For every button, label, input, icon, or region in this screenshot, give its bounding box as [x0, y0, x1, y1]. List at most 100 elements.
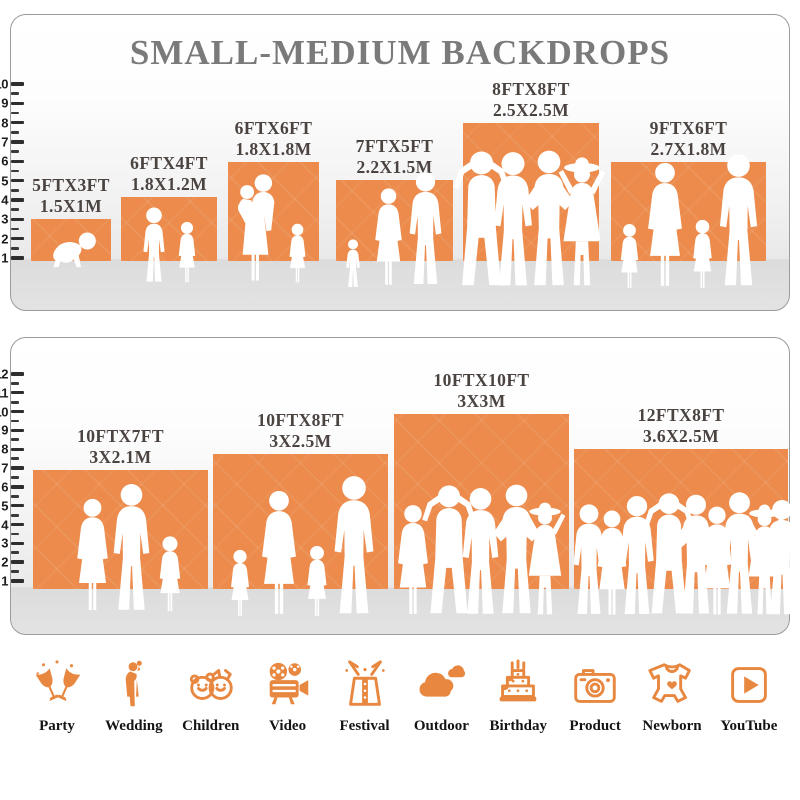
- category-label: YouTube: [720, 718, 778, 734]
- category-newborn: Newborn: [639, 658, 705, 735]
- ruler-tick-number: 10: [0, 76, 9, 92]
- ruler-tick-number: 3: [1, 535, 8, 551]
- outdoor-icon: [419, 665, 466, 697]
- page-title: SMALL-MEDIUM BACKDROPS: [129, 33, 671, 72]
- backdrop-5x3: 5FTX3FT 1.5X1M: [31, 175, 111, 268]
- ruler-tick-minor: [11, 208, 19, 212]
- silhouette-baby: [53, 232, 96, 268]
- backdrop-size-label: 10FTX10FT 3X3M: [433, 370, 530, 411]
- ruler-tick-number: 1: [1, 573, 8, 589]
- newborn-icon: [648, 663, 691, 703]
- ruler-tick-number: 8: [1, 441, 8, 457]
- silhouette-family-four: [620, 154, 758, 288]
- youtube-icon: [731, 667, 767, 703]
- silhouette-adult-group: [453, 150, 606, 286]
- backdrop-size-label: 7FTX5FT 2.2X1.5M: [355, 136, 434, 177]
- category-label: Wedding: [105, 718, 163, 734]
- ruler-tick-number: 6: [1, 479, 8, 495]
- ruler-tick-number: 6: [1, 153, 8, 169]
- category-label: Product: [569, 718, 621, 734]
- backdrop-9x6: 9FTX6FT 2.7X1.8M: [611, 118, 766, 288]
- ruler-tick-number: 10: [0, 404, 9, 420]
- backdrop-6x4: 6FTX4FT 1.8X1.2M: [121, 153, 217, 283]
- backdrop-10x8: 10FTX8FT 3X2.5M: [213, 410, 388, 616]
- wedding-icon: [125, 660, 142, 707]
- backdrop-size-label: 8FTX8FT 2.5X2.5M: [492, 79, 570, 120]
- ruler-tick-major: 9: [1, 423, 24, 438]
- category-children: Children: [178, 658, 244, 735]
- category-festival: Festival: [332, 658, 398, 735]
- ruler-tick-minor: [11, 494, 19, 498]
- festival-icon: [344, 660, 385, 706]
- silhouette-family-three: [77, 484, 181, 612]
- birthday-icon: [499, 659, 537, 702]
- backdrop-size-label: 6FTX6FT 1.8X1.8M: [234, 118, 313, 159]
- ruler-tick-minor: [11, 400, 19, 404]
- ruler-tick-major: 10: [0, 77, 24, 92]
- ruler-tick-minor: [11, 381, 19, 385]
- backdrop-size-label: 10FTX8FT 3X2.5M: [257, 410, 344, 451]
- silhouette-family-four: [231, 476, 374, 616]
- backdrop-size-label: 12FTX8FT 3.6X2.5M: [637, 405, 725, 446]
- ruler-tick-minor: [11, 227, 19, 231]
- category-label: Video: [269, 718, 307, 734]
- ruler-tick-minor: [11, 111, 19, 115]
- ruler-tick-number: 2: [1, 231, 8, 247]
- backdrop-size-label: 5FTX3FT 1.5X1M: [32, 175, 110, 216]
- category-product: Product: [562, 658, 628, 735]
- silhouette-crowd: [573, 492, 799, 615]
- category-label: Birthday: [489, 718, 547, 734]
- ruler-tick-major: 8: [1, 442, 24, 457]
- video-icon: [269, 662, 308, 705]
- category-label: Party: [39, 718, 75, 734]
- silhouette-adult-group: [398, 484, 566, 615]
- ruler-tick-number: 3: [1, 211, 8, 227]
- panel-small-backdrops: SMALL-MEDIUM BACKDROPS 1 2 3 4 5 6 7 8 9 10 5FTX3…: [0, 14, 790, 311]
- panel-medium-backdrops: 123456789101112 10FTX7FT 3X2.1M 10FTX8FT…: [0, 337, 799, 635]
- ruler-tick-major: 1: [1, 573, 24, 588]
- ruler-tick-major: 6: [1, 479, 24, 494]
- ruler-tick-number: 2: [1, 554, 8, 570]
- category-wedding: Wedding: [101, 658, 167, 735]
- ruler-tick-minor: [11, 476, 19, 479]
- category-video: Video: [255, 658, 321, 735]
- ruler-tick-major: 7: [1, 135, 24, 150]
- backdrop-12x8: 12FTX8FT 3.6X2.5M: [573, 405, 799, 615]
- ruler-tick-minor: [11, 150, 19, 154]
- backdrop-7x5: 7FTX5FT 2.2X1.5M: [336, 136, 453, 287]
- backdrop-10x7: 10FTX7FT 3X2.1M: [33, 426, 208, 612]
- ruler-tick-number: 5: [1, 173, 8, 189]
- ruler-tick-major: 6: [1, 154, 24, 169]
- ruler-tick-major: 11: [0, 385, 24, 400]
- category-label: Festival: [339, 718, 390, 734]
- ruler-tick-number: 12: [0, 366, 9, 382]
- ruler-tick-major: 5: [1, 173, 24, 188]
- ruler-tick-number: 9: [1, 95, 8, 111]
- ruler-tick-minor: [11, 92, 19, 96]
- product-icon: [574, 669, 616, 703]
- backdrop-size-label: 9FTX6FT 2.7X1.8M: [649, 118, 728, 159]
- ruler-tick-minor: [11, 169, 19, 173]
- category-label: Newborn: [642, 718, 702, 734]
- silhouette-children: [143, 207, 196, 283]
- category-youtube: YouTube: [716, 658, 782, 735]
- category-outdoor: Outdoor: [408, 658, 474, 735]
- category-party: Party: [24, 658, 90, 735]
- backdrop-6x6: 6FTX6FT 1.8X1.8M: [228, 118, 319, 283]
- category-label: Children: [182, 718, 240, 734]
- ruler-tick-number: 5: [1, 498, 8, 514]
- ruler-tick-major: 9: [1, 96, 24, 111]
- ruler-tick-minor: [11, 438, 19, 442]
- ruler-tick-major: 4: [1, 517, 24, 532]
- ruler-tick-number: 11: [0, 385, 8, 401]
- ruler-tick-major: 3: [1, 212, 24, 227]
- ruler-tick-major: 7: [1, 461, 24, 476]
- category-row: Party Wedding: [0, 658, 800, 735]
- ruler-tick-minor: [11, 551, 19, 555]
- ruler-tick-number: 9: [1, 422, 8, 438]
- silhouette-mother-children: [237, 174, 306, 283]
- ruler-tick-major: 3: [1, 536, 24, 551]
- ruler-tick-major: 5: [1, 498, 24, 513]
- ruler-tick-number: 4: [1, 517, 8, 533]
- ruler-tick-major: 2: [1, 231, 24, 246]
